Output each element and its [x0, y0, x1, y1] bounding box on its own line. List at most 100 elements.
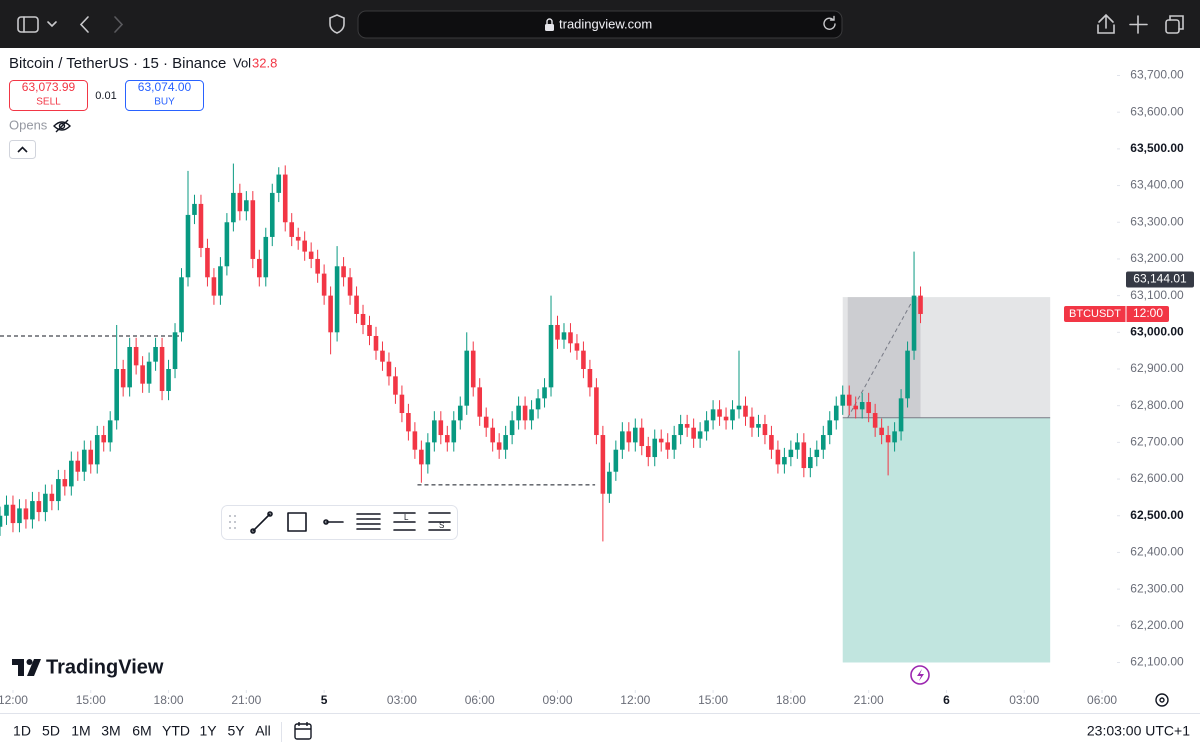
y-tick-label: 63,500.00: [1130, 141, 1184, 155]
reload-button[interactable]: [823, 15, 836, 30]
candle: [94, 425, 100, 474]
lock-body: [545, 24, 554, 31]
symbol-label-box: [1064, 305, 1169, 322]
candle-body: [496, 442, 502, 450]
candle-body: [347, 277, 353, 296]
candle: [10, 495, 16, 533]
range-button[interactable]: 5D: [42, 723, 60, 739]
candle: [69, 451, 74, 496]
range-button[interactable]: 1M: [71, 723, 90, 739]
short-position-tool[interactable]: [428, 512, 451, 531]
candle-body: [406, 413, 411, 432]
goto-date-button[interactable]: [294, 722, 312, 740]
address-bar[interactable]: [357, 10, 843, 39]
sell-button[interactable]: [9, 80, 88, 111]
collapse-button[interactable]: [9, 140, 36, 159]
candle-body: [133, 346, 139, 366]
candle: [684, 414, 690, 437]
dot: [234, 521, 236, 523]
candle-body: [730, 409, 735, 421]
candle: [0, 506, 3, 536]
candle-body: [704, 420, 709, 432]
settings-button[interactable]: [1155, 693, 1169, 707]
candle: [399, 385, 405, 423]
candle: [198, 194, 204, 258]
tab-menu-button[interactable]: [47, 21, 57, 28]
candle: [17, 499, 22, 533]
candle: [263, 227, 269, 287]
candle: [626, 422, 632, 452]
candle: [438, 411, 444, 445]
candle-body: [477, 387, 483, 417]
drawing-toolbar: L S: [221, 505, 458, 540]
candle: [315, 249, 320, 283]
candle: [114, 324, 119, 430]
new-tab-button[interactable]: [1129, 15, 1148, 34]
trend-line-tool[interactable]: [252, 513, 271, 532]
candle-body: [820, 435, 826, 450]
candle-body: [36, 501, 42, 513]
candle: [49, 484, 55, 511]
range-button[interactable]: 1Y: [199, 723, 217, 739]
range-button[interactable]: 3M: [101, 723, 120, 739]
candle: [594, 378, 599, 445]
candle: [801, 433, 807, 478]
range-button[interactable]: All: [255, 723, 271, 739]
candle-body: [198, 203, 204, 248]
tabs-button[interactable]: [1165, 19, 1180, 34]
candle: [483, 407, 489, 437]
candle: [658, 429, 664, 452]
sidebar-button[interactable]: [17, 16, 39, 33]
candle-body: [684, 424, 690, 428]
candle: [749, 407, 755, 437]
tool-handle: [323, 519, 329, 525]
candle: [607, 462, 612, 503]
candle-body: [555, 324, 560, 340]
candle: [665, 433, 671, 459]
buy-price: 63,074.00: [138, 80, 192, 94]
candle: [743, 396, 748, 426]
candle-body: [295, 236, 301, 241]
candle-body: [840, 394, 846, 406]
candle: [218, 257, 223, 305]
candle-body: [490, 427, 495, 443]
candle: [542, 378, 547, 408]
range-button[interactable]: 1D: [13, 723, 31, 739]
candle: [295, 227, 301, 250]
back-button[interactable]: [79, 16, 89, 33]
candle: [444, 425, 450, 452]
fib-tool[interactable]: [356, 513, 381, 530]
candle: [4, 495, 9, 525]
candle-body: [354, 295, 359, 314]
candle: [88, 440, 94, 474]
forward-button[interactable]: [114, 16, 124, 33]
candle-body: [43, 493, 48, 513]
candle: [185, 170, 191, 287]
range-button[interactable]: 5Y: [227, 723, 245, 739]
rectangle-tool[interactable]: [287, 512, 307, 532]
candle-body: [386, 361, 392, 377]
shield-button[interactable]: [329, 14, 345, 34]
candle: [840, 385, 846, 415]
candle-body: [736, 405, 742, 410]
candle: [62, 469, 68, 496]
position-stop-zone: [842, 297, 1051, 418]
long-position-tool[interactable]: [393, 512, 416, 531]
candle-body: [464, 350, 470, 406]
candle: [892, 422, 897, 452]
lock-icon: [545, 18, 554, 31]
hide-eye-button[interactable]: [53, 119, 71, 133]
drag-handle[interactable]: [229, 515, 236, 529]
gear-inner: [1159, 697, 1165, 703]
candle-body: [114, 369, 119, 421]
range-button[interactable]: YTD: [162, 723, 190, 739]
candle-body: [607, 471, 612, 494]
candle-body: [658, 438, 664, 443]
candle-body: [788, 449, 794, 458]
logo-part: [12, 659, 24, 676]
candle: [496, 433, 502, 459]
range-button[interactable]: 6M: [132, 723, 151, 739]
candle-body: [4, 504, 9, 516]
buy-button[interactable]: [125, 80, 204, 111]
share-button[interactable]: [1097, 13, 1115, 34]
